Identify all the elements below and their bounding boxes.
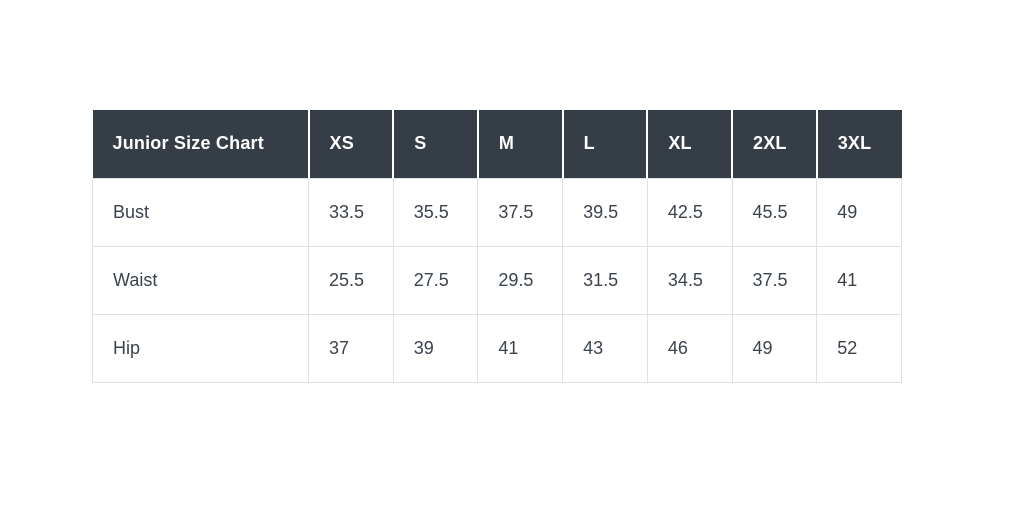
table-row-waist: Waist 25.5 27.5 29.5 31.5 34.5 37.5 41 bbox=[92, 245, 902, 315]
cell-waist-xl: 34.5 bbox=[646, 245, 733, 315]
cell-bust-s: 35.5 bbox=[392, 177, 479, 247]
cell-waist-m: 29.5 bbox=[477, 245, 564, 315]
table-row-hip: Hip 37 39 41 43 46 49 52 bbox=[92, 313, 902, 383]
row-label-hip: Hip bbox=[92, 313, 309, 383]
cell-waist-l: 31.5 bbox=[562, 245, 648, 315]
cell-waist-s: 27.5 bbox=[392, 245, 479, 315]
column-header-2xl: 2XL bbox=[731, 110, 817, 178]
cell-hip-s: 39 bbox=[392, 313, 479, 383]
table-title: Junior Size Chart bbox=[92, 110, 309, 178]
cell-hip-xs: 37 bbox=[308, 313, 394, 383]
column-header-s: S bbox=[392, 110, 478, 178]
cell-bust-xs: 33.5 bbox=[308, 177, 394, 247]
column-header-xl: XL bbox=[646, 110, 733, 178]
table-row-bust: Bust 33.5 35.5 37.5 39.5 42.5 45.5 49 bbox=[92, 177, 902, 247]
cell-bust-2xl: 45.5 bbox=[731, 177, 818, 247]
row-label-waist: Waist bbox=[92, 245, 309, 315]
column-header-l: L bbox=[561, 110, 648, 178]
cell-waist-2xl: 37.5 bbox=[731, 245, 818, 315]
cell-bust-xl: 42.5 bbox=[646, 177, 733, 247]
column-header-xs: XS bbox=[307, 110, 394, 178]
cell-bust-m: 37.5 bbox=[477, 177, 564, 247]
cell-hip-xl: 46 bbox=[646, 313, 733, 383]
column-header-m: M bbox=[476, 110, 563, 178]
junior-size-chart-table: Junior Size Chart XS S M L XL 2XL 3XL Bu… bbox=[92, 110, 902, 383]
cell-bust-l: 39.5 bbox=[562, 177, 648, 247]
row-label-bust: Bust bbox=[92, 177, 309, 247]
cell-hip-l: 43 bbox=[562, 313, 648, 383]
cell-waist-xs: 25.5 bbox=[308, 245, 394, 315]
cell-hip-m: 41 bbox=[477, 313, 564, 383]
cell-bust-3xl: 49 bbox=[816, 177, 902, 247]
header-row: Junior Size Chart XS S M L XL 2XL 3XL bbox=[92, 110, 902, 178]
cell-hip-3xl: 52 bbox=[816, 313, 902, 383]
cell-waist-3xl: 41 bbox=[816, 245, 902, 315]
column-header-3xl: 3XL bbox=[815, 110, 902, 178]
cell-hip-2xl: 49 bbox=[731, 313, 818, 383]
